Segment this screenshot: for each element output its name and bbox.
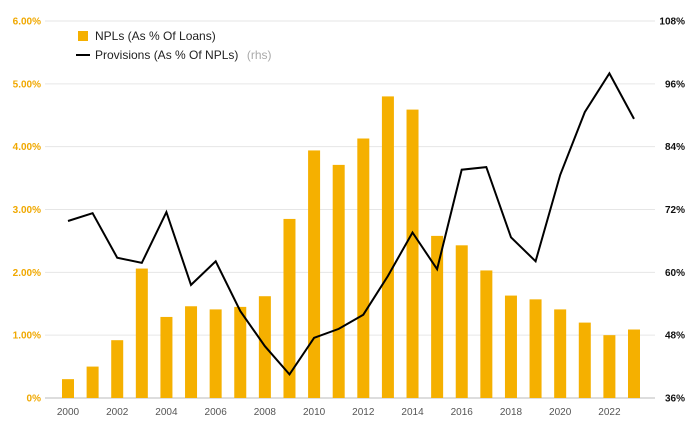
provisions-line — [67, 71, 635, 377]
x-tick-label: 2022 — [598, 407, 621, 418]
npl-bar — [480, 270, 493, 398]
x-tick-label: 2008 — [254, 407, 277, 418]
npl-bar — [406, 109, 419, 398]
npl-bar — [455, 245, 468, 398]
npl-bar — [357, 138, 370, 398]
x-axis: 2000 2002 2004 2006 2008 2010 2012 2014 2016 2018… — [57, 407, 621, 418]
y-left-tick-label: 3.00% — [13, 205, 41, 216]
x-tick-label: 2012 — [352, 407, 375, 418]
y-right-tick-label: 36% — [665, 394, 685, 405]
legend: NPLs (As % Of Loans) Provisions (As % Of… — [76, 29, 272, 63]
y-left-tick-label: 6.00% — [13, 17, 41, 28]
npl-bar — [332, 164, 345, 398]
y-left-tick-label: 2.00% — [13, 268, 41, 279]
y-left-tick-label: 4.00% — [13, 142, 41, 153]
x-tick-label: 2000 — [57, 407, 80, 418]
y-left-tick-label: 5.00% — [13, 79, 41, 90]
npl-bar — [160, 316, 173, 398]
npl-bar — [86, 366, 99, 398]
y-right-tick-label: 48% — [665, 331, 685, 342]
npl-bars — [62, 96, 640, 399]
npl-bar — [234, 306, 247, 398]
npl-bar — [578, 322, 591, 398]
x-tick-label: 2006 — [205, 407, 228, 418]
x-tick-label: 2002 — [106, 407, 129, 418]
y-right-tick-label: 84% — [665, 142, 685, 153]
x-tick-label: 2020 — [549, 407, 572, 418]
y-left-tick-label: 0% — [27, 394, 42, 405]
y-right-tick-label: 72% — [665, 205, 685, 216]
legend-provisions-label: Provisions (As % Of NPLs) — [95, 48, 238, 62]
npl-bar — [283, 218, 296, 398]
npl-bar — [381, 96, 394, 399]
provisions-line-group — [67, 71, 635, 377]
npl-bar — [431, 235, 444, 398]
legend-provisions-suffix: (rhs) — [247, 48, 272, 62]
npl-bar — [62, 379, 74, 398]
npl-bar — [308, 150, 321, 398]
npl-bar — [554, 309, 567, 398]
y-right-tick-label: 60% — [665, 268, 685, 279]
legend-provisions-text: Provisions (As % Of NPLs) (rhs) — [95, 46, 272, 63]
npl-bar — [111, 340, 124, 398]
x-tick-label: 2016 — [451, 407, 474, 418]
npl-bar — [628, 329, 640, 398]
y-right-tick-label: 96% — [665, 79, 685, 90]
legend-npl-label: NPLs (As % Of Loans) — [95, 29, 216, 43]
x-tick-label: 2014 — [401, 407, 424, 418]
x-tick-label: 2004 — [155, 407, 178, 418]
npl-bar — [135, 268, 148, 398]
legend-npl-swatch — [78, 31, 88, 41]
npl-bar — [603, 335, 616, 398]
npl-bar — [209, 309, 222, 398]
x-tick-label: 2018 — [500, 407, 523, 418]
y-right-tick-label: 108% — [659, 17, 685, 28]
npl-bar — [504, 295, 517, 398]
y-axis-left: 0% 1.00% 2.00% 3.00% 4.00% 5.00% 6.00% — [13, 17, 41, 405]
npl-bar — [185, 306, 198, 398]
x-tick-label: 2010 — [303, 407, 326, 418]
y-axis-right: 36% 48% 60% 72% 84% 96% 108% — [659, 17, 685, 405]
y-left-tick-label: 1.00% — [13, 331, 41, 342]
npl-bar — [529, 299, 542, 398]
